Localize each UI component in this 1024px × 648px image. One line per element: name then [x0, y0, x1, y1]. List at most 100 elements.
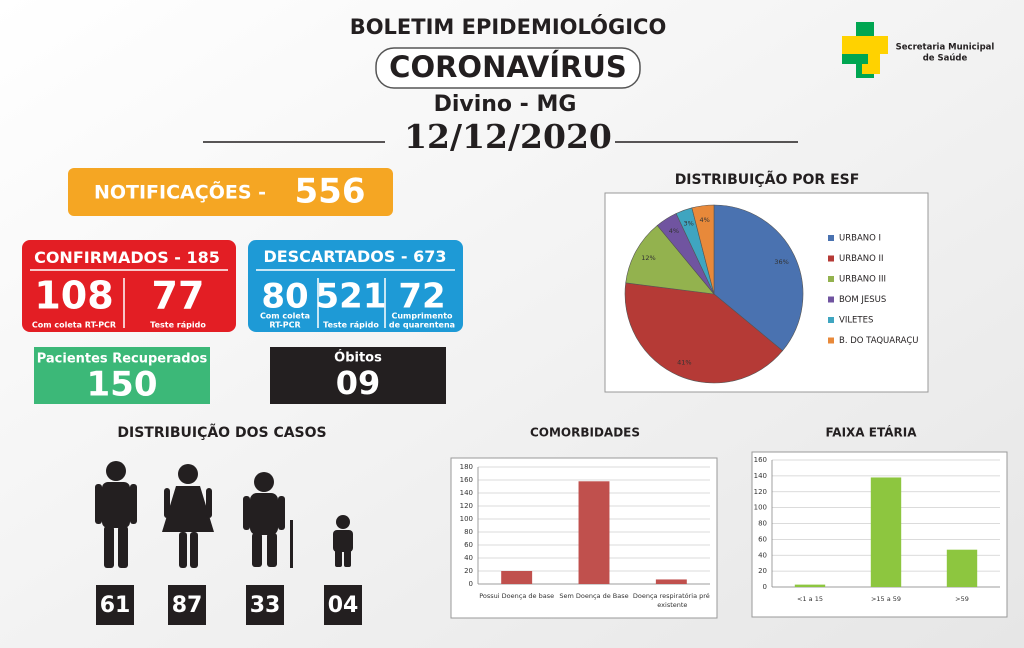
obitos-value: 09	[336, 364, 381, 402]
legend-label: BOM JESUS	[839, 295, 886, 305]
stat-caption: Com coleta RT-PCR	[32, 321, 116, 330]
legend-swatch	[828, 235, 834, 241]
x-tick-label: Possui Doença de base	[479, 592, 554, 600]
confirmados-title: CONFIRMADOS - 185	[34, 248, 220, 267]
stat-value: 72	[398, 277, 445, 317]
stat-value: 80	[261, 277, 308, 317]
charts: DISTRIBUIÇÃO POR ESF 36% 41% 12% 4% 3% 4% URBAN…	[450, 171, 1008, 619]
stat-caption: Com coleta	[260, 312, 310, 321]
stat-caption: RT-PCR	[269, 321, 300, 330]
x-tick-label: >15 a 59	[871, 595, 901, 603]
legend-swatch	[828, 276, 834, 282]
stat-value: 77	[152, 274, 205, 318]
y-tick-label: 180	[460, 463, 473, 471]
obitos-label: Óbitos	[334, 350, 382, 366]
bar	[946, 549, 978, 587]
descartados-title: DESCARTADOS - 673	[263, 247, 446, 266]
y-tick-label: 60	[464, 541, 473, 549]
legend-swatch	[828, 255, 834, 262]
stat-value: 108	[34, 274, 113, 318]
notificacoes-label: NOTIFICAÇÕES -	[94, 180, 266, 204]
count-box	[96, 585, 134, 625]
confirmados-items: 108 Com coleta RT-PCR 77 Teste rápido	[32, 274, 206, 330]
y-tick-label: 100	[754, 504, 767, 512]
count-value: 87	[172, 593, 203, 618]
obitos-box	[270, 347, 446, 404]
x-tick-label: >59	[955, 595, 969, 603]
total: 673	[413, 247, 446, 266]
y-tick-label: 80	[464, 528, 473, 536]
logo	[842, 22, 888, 78]
subtitle: CORONAVÍRUS	[389, 50, 627, 84]
logo-text: de Saúde	[923, 54, 968, 64]
notificacoes-box	[68, 168, 393, 216]
count-box	[168, 585, 206, 625]
date: 12/12/2020	[404, 117, 612, 156]
elder-icon	[243, 472, 293, 568]
subtitle-frame	[375, 47, 641, 89]
y-tick-label: 20	[464, 567, 473, 575]
y-tick-label: 60	[758, 535, 767, 543]
chart-title: FAIXA ETÁRIA	[825, 425, 917, 440]
recuperados-box	[34, 347, 210, 404]
y-tick-label: 40	[464, 554, 473, 562]
y-tick-label: 100	[460, 515, 473, 523]
woman-icon	[162, 464, 214, 568]
data-label: 36%	[774, 258, 788, 266]
bar	[870, 477, 902, 587]
chart-title: COMORBIDADES	[530, 426, 640, 440]
x-tick-label: Doença respiratória pré existente	[633, 592, 710, 609]
stat-caption: Teste rápido	[150, 321, 206, 330]
location: Divino - MG	[434, 92, 577, 117]
chart-title: DISTRIBUIÇÃO POR ESF	[675, 171, 860, 188]
bar	[655, 579, 687, 584]
child-icon	[333, 515, 353, 567]
legend-label: URBANO I	[839, 234, 881, 244]
y-tick-label: 120	[754, 488, 767, 496]
data-label: 3%	[684, 220, 694, 228]
y-tick-label: 0	[469, 580, 473, 588]
y-tick-label: 120	[460, 502, 473, 510]
stat-caption: Cumprimento	[391, 312, 453, 321]
legend-label: B. DO TAQUARAÇU	[839, 336, 918, 346]
y-tick-label: 40	[758, 551, 767, 559]
data-label: 4%	[669, 227, 679, 235]
recuperados-label: Pacientes Recuperados	[37, 352, 208, 367]
legend-swatch	[828, 337, 834, 344]
count-box	[246, 585, 284, 625]
data-label: 41%	[677, 359, 691, 367]
y-tick-label: 160	[460, 476, 473, 484]
label: DESCARTADOS -	[263, 247, 407, 266]
title: BOLETIM EPIDEMIOLÓGICO	[350, 14, 667, 39]
section-title: DISTRIBUIÇÃO DOS CASOS	[117, 424, 326, 441]
y-tick-label: 0	[763, 583, 767, 591]
logo-text: Secretaria Municipal	[896, 43, 995, 53]
legend-label: URBANO III	[839, 275, 886, 285]
bar	[794, 584, 826, 587]
y-tick-label: 140	[460, 489, 473, 497]
pie-slice	[691, 204, 715, 295]
label: CONFIRMADOS -	[34, 248, 181, 267]
pie-slice	[625, 225, 715, 295]
count-value: 61	[100, 593, 131, 618]
figures	[95, 461, 353, 568]
pie-slice	[713, 204, 804, 352]
y-tick-label: 140	[754, 472, 767, 480]
label-line: Doença respiratória pré	[633, 592, 710, 600]
data-label: 4%	[699, 216, 709, 224]
man-icon	[95, 461, 137, 568]
confirmados-box	[22, 240, 236, 332]
recuperados-value: 150	[87, 365, 158, 405]
total: 185	[187, 248, 220, 267]
y-tick-label: 80	[758, 520, 767, 528]
legend-swatch	[828, 317, 834, 323]
pie-slice	[624, 282, 783, 384]
bar	[578, 481, 610, 584]
notificacoes-value: 556	[295, 172, 366, 212]
stat-caption: de quarentena	[389, 321, 455, 330]
count-value: 04	[328, 593, 359, 618]
x-tick-label: <1 a 15	[797, 595, 823, 603]
